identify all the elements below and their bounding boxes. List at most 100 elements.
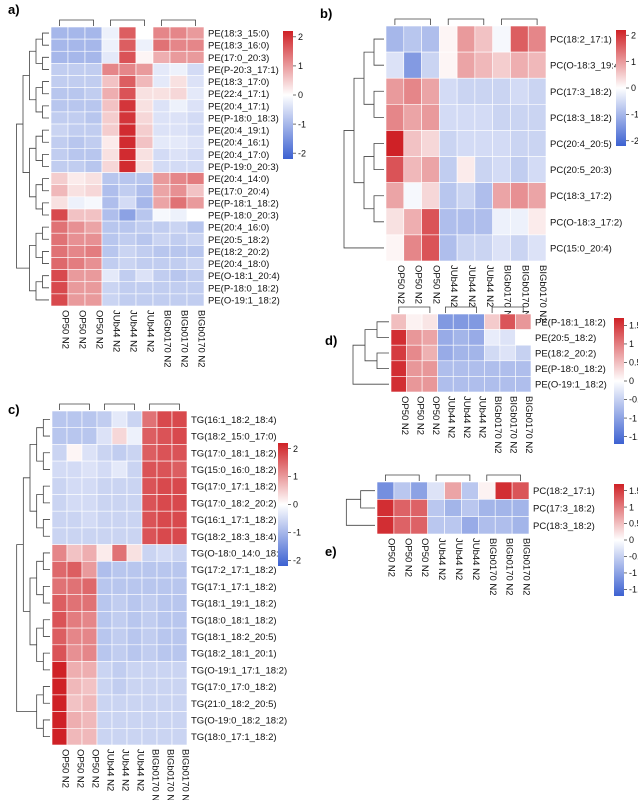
heatmap-cell — [186, 293, 205, 307]
heatmap-cell — [376, 499, 395, 517]
heatmap-cell — [126, 510, 143, 529]
dendrogram-branch — [42, 719, 50, 738]
dendrogram-branch — [42, 226, 49, 240]
column-label: JUb44 N2 — [111, 310, 122, 352]
heatmap-cell — [84, 208, 103, 222]
heatmap-cell — [50, 148, 69, 161]
heatmap-cell — [84, 172, 103, 185]
heatmap-cell — [474, 156, 493, 183]
heatmap-cell — [484, 360, 501, 377]
heatmap-cell — [171, 510, 188, 529]
heatmap-cell — [118, 245, 137, 258]
heatmap-cell — [118, 172, 137, 185]
row-label: TG(O-18:0_14:0_18:2) — [191, 548, 287, 559]
heatmap-cell — [186, 232, 205, 246]
heatmap-cell — [50, 50, 69, 64]
row-label: PC(18:3_18:2) — [533, 521, 595, 532]
dendrogram-branch — [42, 552, 50, 571]
heatmap-cell — [152, 99, 171, 113]
heatmap-cell — [81, 727, 98, 746]
row-label: TG(O-19:1_17:1_18:2) — [191, 665, 287, 676]
heatmap-cell — [427, 481, 445, 500]
row-label: TG(18:0_17:1_18:2) — [191, 732, 277, 743]
heatmap-cell — [111, 444, 128, 462]
heatmap-cell — [50, 75, 69, 88]
heatmap-cell — [156, 494, 173, 512]
heatmap-cell — [439, 104, 458, 131]
heatmap-cell — [186, 220, 205, 234]
heatmap-cell — [410, 481, 428, 500]
row-label: PE(17:0_20:4) — [208, 186, 269, 197]
column-label: JUb44 N2 — [445, 396, 456, 438]
heatmap-cell — [393, 481, 412, 500]
heatmap-cell — [81, 577, 98, 596]
heatmap-cell — [152, 269, 171, 283]
row-label: PE(20:4_18:0) — [208, 259, 269, 270]
heatmap-cell — [186, 87, 205, 101]
colorbar-tick-label: 1 — [631, 57, 636, 67]
heatmap-cell — [456, 130, 476, 157]
column-label: JUb44 N2 — [120, 749, 131, 791]
heatmap-cell — [385, 104, 405, 131]
row-label: PC(17:3_18:2) — [533, 504, 595, 515]
heatmap-cell — [390, 360, 407, 377]
column-label: JUb44 N2 — [470, 538, 481, 580]
dendrogram-branch — [35, 87, 43, 113]
heatmap-cell — [510, 130, 529, 157]
heatmap-cell — [50, 99, 69, 113]
heatmap-cell — [81, 611, 98, 629]
heatmap-cell — [152, 87, 171, 101]
heatmap-cell — [141, 611, 158, 629]
heatmap-cell — [67, 123, 86, 137]
heatmap-cell — [156, 727, 173, 746]
heatmap-cell — [152, 135, 171, 149]
column-dendrogram — [149, 403, 180, 410]
heatmap-cell — [141, 711, 158, 729]
heatmap-cell — [81, 477, 98, 495]
panel-label: d) — [325, 333, 337, 348]
heatmap-cell — [50, 220, 69, 234]
heatmap-cell — [111, 544, 128, 562]
heatmap-cell — [186, 111, 205, 125]
row-label: TG(17:0_18:1_18:2) — [191, 448, 277, 459]
heatmap-cell — [492, 104, 511, 131]
heatmap-cell — [81, 460, 98, 479]
heatmap-cell — [456, 51, 476, 79]
heatmap-cell — [81, 560, 98, 579]
row-label: PE(20:4_14:0) — [208, 174, 269, 185]
heatmap-cell — [186, 50, 205, 64]
heatmap-cell — [50, 63, 69, 76]
colorbar-tick-label: 2 — [293, 444, 298, 454]
colorbar-tick-label: 0 — [298, 90, 303, 100]
colorbar-tick-label: -1.5 — [629, 585, 638, 595]
heatmap-cell — [51, 711, 68, 729]
heatmap-cell — [66, 644, 83, 662]
heatmap-cell — [96, 644, 113, 662]
heatmap-cell — [437, 329, 454, 346]
heatmap-cell — [186, 123, 205, 137]
heatmap-cell — [186, 172, 205, 185]
heatmap-cell — [494, 481, 513, 500]
heatmap-cell — [84, 87, 103, 101]
row-label: PC(20:4_20:5) — [550, 139, 612, 150]
heatmap-cell — [169, 26, 188, 40]
heatmap-cell — [527, 182, 547, 210]
heatmap-cell — [152, 111, 171, 125]
colorbar-tick-label: 0 — [631, 83, 636, 93]
row-label: PE(20:4_17:1) — [208, 101, 269, 112]
heatmap-cell — [468, 360, 485, 377]
heatmap-cell — [135, 87, 154, 101]
heatmap-cell — [410, 516, 428, 535]
heatmap-cell — [50, 26, 69, 40]
heatmap-cell — [152, 63, 171, 76]
heatmap-cell — [169, 184, 188, 198]
heatmap-cell — [50, 38, 69, 52]
heatmap-cell — [186, 184, 205, 198]
row-label: TG(17:1_17:1_18:2) — [191, 582, 277, 593]
row-label: PC(15:0_20:4) — [550, 243, 612, 254]
heatmap-cell — [111, 611, 128, 629]
heatmap-cell — [67, 245, 86, 258]
dendrogram-branch — [373, 195, 384, 223]
row-label: TG(18:2_18:1_20:1) — [191, 649, 277, 660]
heatmap-cell — [141, 544, 158, 562]
